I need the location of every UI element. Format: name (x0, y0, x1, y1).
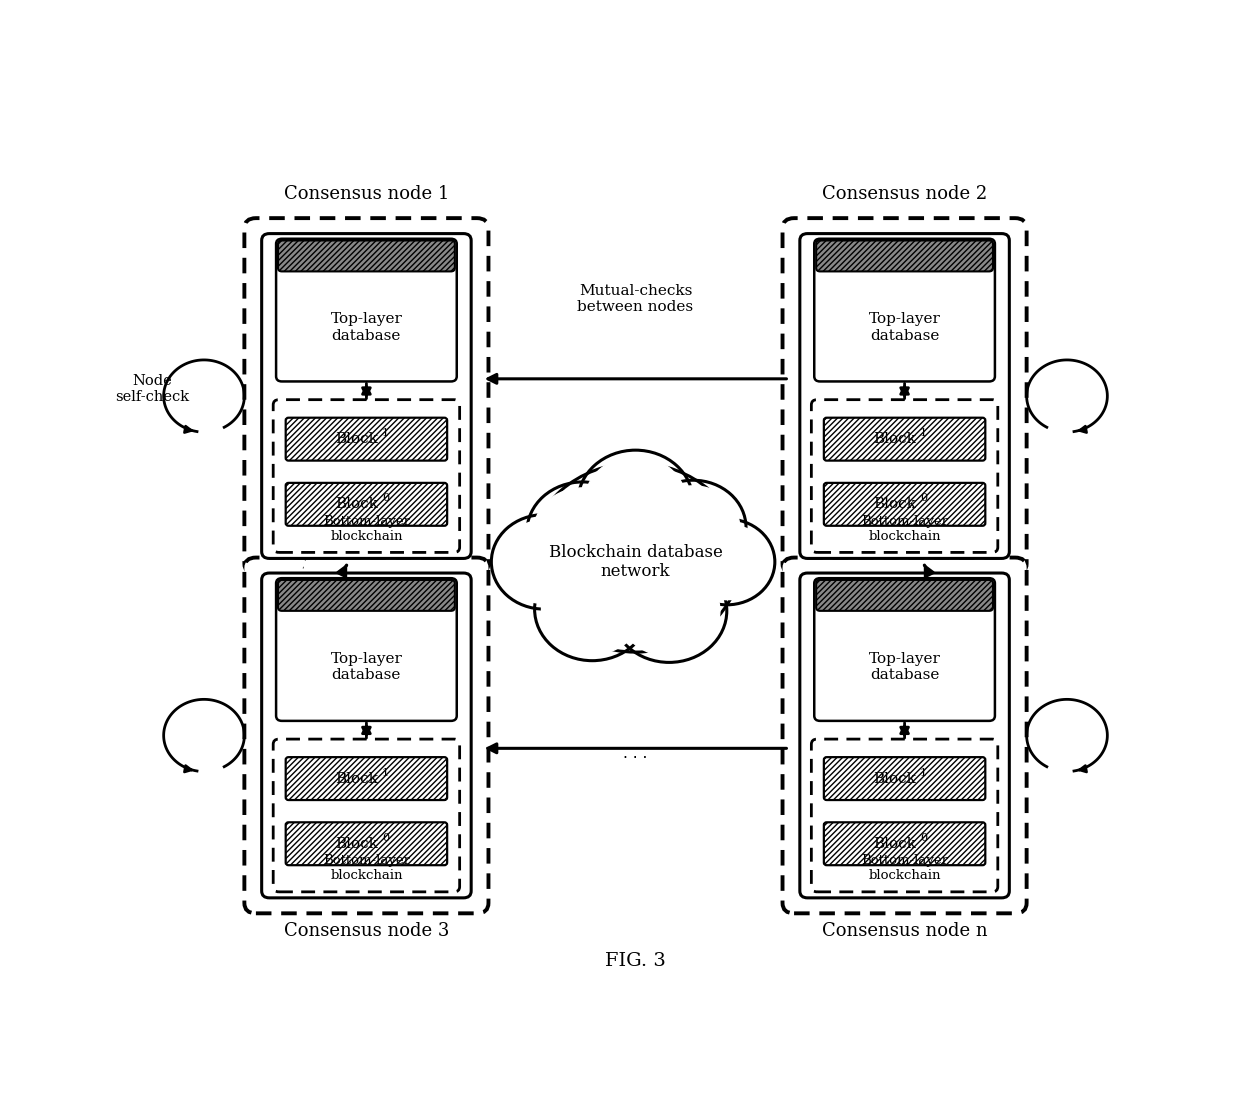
Text: · · ·: · · · (298, 548, 316, 570)
Text: 0: 0 (920, 833, 928, 843)
FancyBboxPatch shape (823, 757, 986, 800)
Text: 0: 0 (382, 833, 389, 843)
Text: Block: Block (335, 498, 378, 511)
FancyBboxPatch shape (823, 483, 986, 526)
Text: 0: 0 (920, 493, 928, 503)
Text: Block: Block (873, 432, 916, 446)
Text: Node
self-check: Node self-check (115, 374, 190, 404)
Circle shape (542, 474, 729, 641)
Text: Block: Block (873, 837, 916, 850)
Text: Bottom-layer
blockchain: Bottom-layer blockchain (861, 514, 949, 543)
Circle shape (611, 559, 727, 663)
Circle shape (585, 456, 686, 547)
Text: Top-layer
database: Top-layer database (331, 312, 402, 343)
Text: · · ·: · · · (624, 751, 647, 767)
Circle shape (542, 564, 644, 654)
Text: Block: Block (873, 498, 916, 511)
FancyBboxPatch shape (277, 578, 456, 721)
Text: Consensus node 3: Consensus node 3 (284, 922, 449, 940)
Circle shape (619, 566, 720, 656)
Text: 0: 0 (382, 493, 389, 503)
Text: 1: 1 (920, 429, 928, 439)
Circle shape (578, 450, 693, 554)
FancyBboxPatch shape (273, 739, 460, 892)
FancyBboxPatch shape (782, 218, 1027, 574)
FancyBboxPatch shape (244, 558, 489, 913)
Text: Top-layer
database: Top-layer database (869, 652, 940, 682)
Text: Block: Block (335, 837, 378, 850)
FancyBboxPatch shape (816, 580, 993, 610)
Text: 1: 1 (920, 768, 928, 778)
Circle shape (684, 525, 769, 599)
Circle shape (527, 482, 639, 581)
FancyBboxPatch shape (285, 483, 448, 526)
Text: Bottom-layer
blockchain: Bottom-layer blockchain (322, 855, 410, 883)
Circle shape (640, 480, 746, 575)
Text: Block: Block (873, 771, 916, 786)
Text: Block: Block (335, 432, 378, 446)
Circle shape (678, 519, 775, 605)
FancyBboxPatch shape (811, 739, 998, 892)
Text: Bottom-layer
blockchain: Bottom-layer blockchain (861, 855, 949, 883)
Text: 1: 1 (382, 768, 389, 778)
Circle shape (497, 520, 590, 604)
FancyBboxPatch shape (262, 233, 471, 558)
FancyBboxPatch shape (816, 240, 993, 271)
Text: Consensus node n: Consensus node n (822, 922, 987, 940)
FancyBboxPatch shape (285, 417, 448, 461)
FancyBboxPatch shape (244, 218, 489, 574)
Text: Top-layer
database: Top-layer database (869, 312, 940, 343)
FancyBboxPatch shape (823, 822, 986, 865)
FancyBboxPatch shape (815, 239, 994, 382)
FancyBboxPatch shape (811, 400, 998, 552)
Circle shape (491, 514, 598, 609)
Circle shape (529, 463, 742, 652)
FancyBboxPatch shape (262, 573, 471, 898)
Text: Consensus node 1: Consensus node 1 (284, 184, 449, 203)
FancyBboxPatch shape (277, 239, 456, 382)
FancyBboxPatch shape (285, 822, 448, 865)
Text: Blockchain database
network: Blockchain database network (548, 543, 723, 580)
Text: Top-layer
database: Top-layer database (331, 652, 402, 682)
Circle shape (646, 485, 740, 569)
FancyBboxPatch shape (273, 400, 460, 552)
Text: Mutual-checks
between nodes: Mutual-checks between nodes (578, 283, 693, 314)
FancyBboxPatch shape (285, 757, 448, 800)
Circle shape (533, 488, 631, 576)
Text: Consensus node 2: Consensus node 2 (822, 184, 987, 203)
Circle shape (534, 558, 650, 661)
FancyBboxPatch shape (278, 580, 455, 610)
FancyBboxPatch shape (800, 573, 1009, 898)
Text: Bottom-layer
blockchain: Bottom-layer blockchain (322, 514, 410, 543)
FancyBboxPatch shape (278, 240, 455, 271)
FancyBboxPatch shape (800, 233, 1009, 558)
Text: Block: Block (335, 771, 378, 786)
Text: 1: 1 (382, 429, 389, 439)
FancyBboxPatch shape (815, 578, 994, 721)
FancyBboxPatch shape (782, 558, 1027, 913)
Text: FIG. 3: FIG. 3 (605, 952, 666, 970)
FancyBboxPatch shape (823, 417, 986, 461)
